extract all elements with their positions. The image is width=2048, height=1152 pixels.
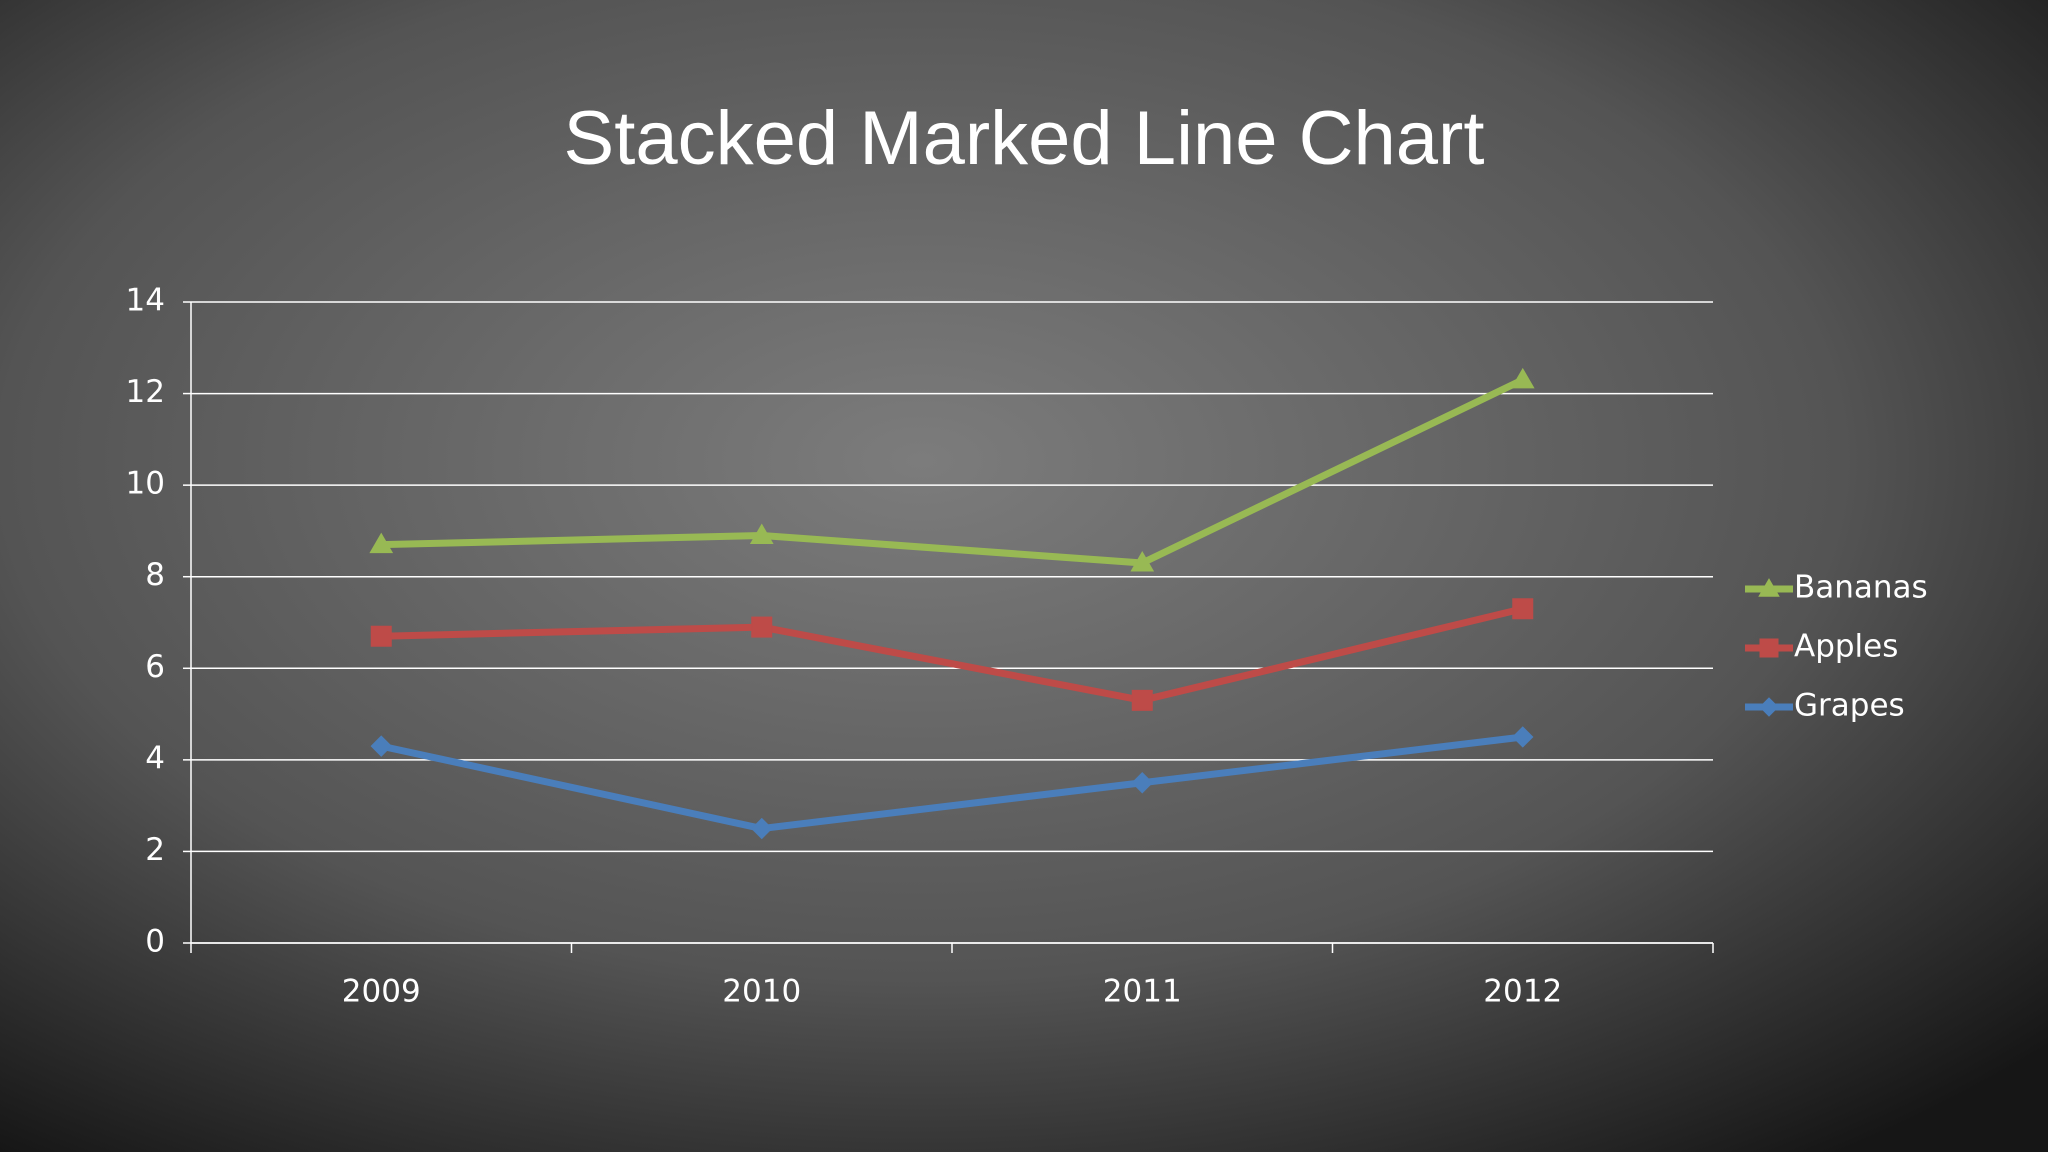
marker <box>370 625 392 647</box>
series-line <box>380 733 1524 833</box>
x-tick-label: 2009 <box>342 974 421 1010</box>
marker <box>1131 772 1153 794</box>
y-tick-label: 10 <box>126 466 165 502</box>
marker <box>1131 689 1153 711</box>
marker <box>1510 367 1535 389</box>
x-tick-label: 2012 <box>1483 974 1562 1010</box>
marker <box>1758 578 1780 597</box>
x-tick-label: 2011 <box>1103 974 1182 1010</box>
marker <box>751 817 773 840</box>
y-tick-label: 8 <box>145 557 165 593</box>
y-tick-label: 2 <box>145 832 165 868</box>
y-tick-label: 6 <box>145 649 165 685</box>
marker <box>1130 550 1155 572</box>
y-tick-label: 14 <box>126 283 165 319</box>
series-line <box>381 605 1524 704</box>
x-tick-label: 2010 <box>722 974 801 1010</box>
marker <box>1512 726 1534 748</box>
series-line <box>381 376 1525 567</box>
legend-label: Bananas <box>1794 570 1928 606</box>
y-tick-label: 0 <box>145 924 165 960</box>
marker <box>751 616 773 638</box>
marker <box>749 523 774 545</box>
marker <box>1512 598 1534 620</box>
marker <box>369 532 394 554</box>
marker <box>1759 638 1779 658</box>
legend-label: Apples <box>1794 629 1898 665</box>
y-tick-label: 4 <box>145 740 165 776</box>
marker <box>370 735 392 757</box>
chart-title: Stacked Marked Line Chart <box>564 96 1485 181</box>
y-tick-label: 12 <box>126 374 165 410</box>
legend-label: Grapes <box>1794 688 1905 724</box>
marker <box>1759 697 1779 717</box>
